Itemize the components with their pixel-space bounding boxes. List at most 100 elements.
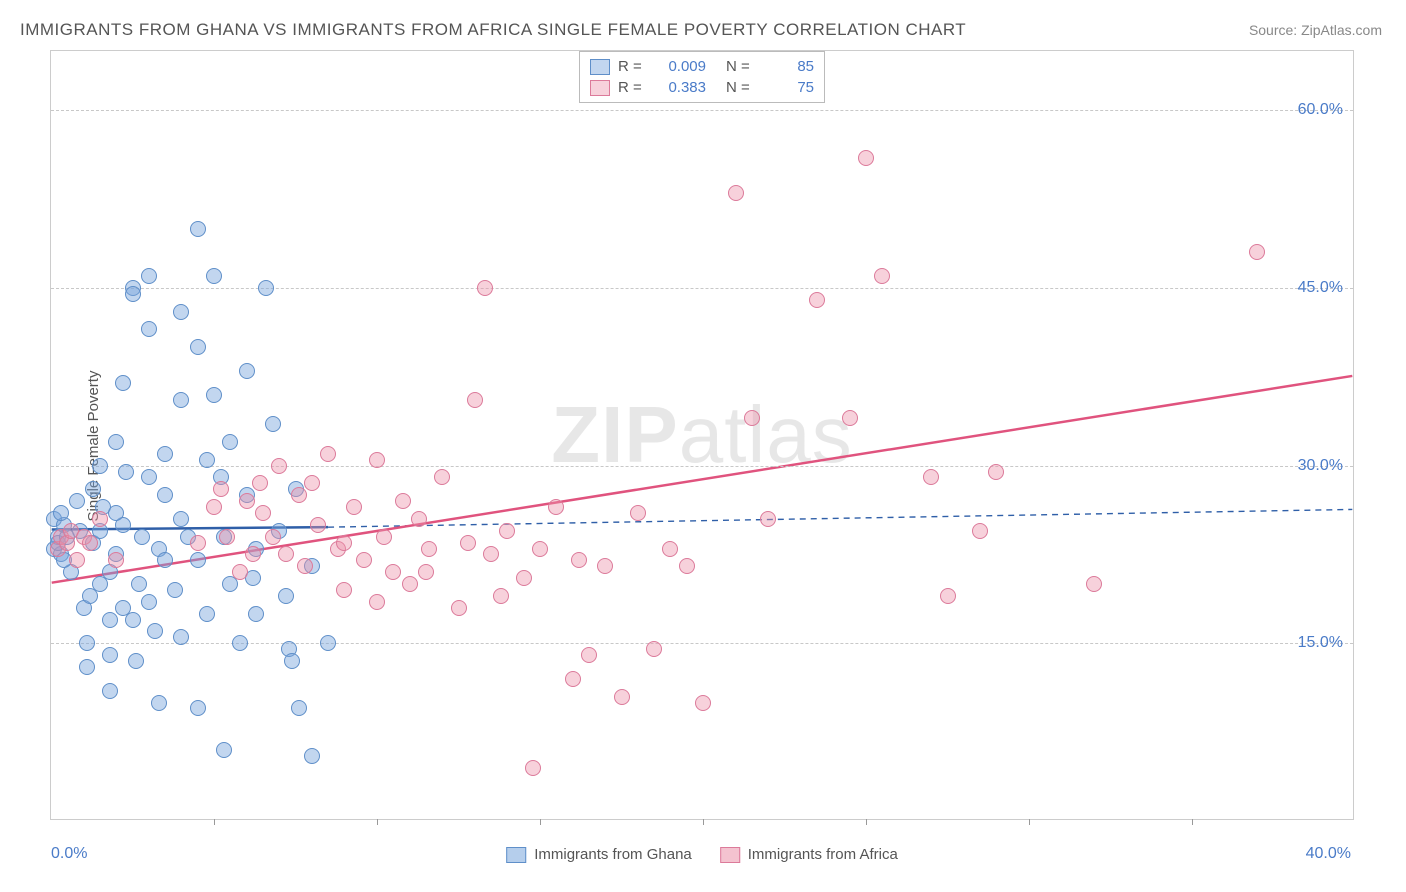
scatter-point xyxy=(356,552,372,568)
r-value-ghana: 0.009 xyxy=(654,58,706,75)
scatter-point xyxy=(157,446,173,462)
scatter-point xyxy=(239,363,255,379)
scatter-point xyxy=(102,612,118,628)
legend-label: Immigrants from Africa xyxy=(748,846,898,863)
scatter-point xyxy=(336,582,352,598)
scatter-point xyxy=(232,564,248,580)
scatter-point xyxy=(232,635,248,651)
scatter-point xyxy=(467,392,483,408)
scatter-point xyxy=(630,505,646,521)
scatter-point xyxy=(923,469,939,485)
scatter-point xyxy=(728,185,744,201)
scatter-point xyxy=(451,600,467,616)
scatter-point xyxy=(310,517,326,533)
x-tick xyxy=(866,819,867,825)
legend-label: Immigrants from Ghana xyxy=(534,846,692,863)
scatter-point xyxy=(483,546,499,562)
scatter-point xyxy=(157,552,173,568)
scatter-point xyxy=(369,452,385,468)
scatter-point xyxy=(82,535,98,551)
scatter-point xyxy=(128,653,144,669)
scatter-point xyxy=(679,558,695,574)
scatter-point xyxy=(597,558,613,574)
scatter-point xyxy=(206,499,222,515)
scatter-point xyxy=(115,375,131,391)
scatter-point xyxy=(809,292,825,308)
x-tick-label: 0.0% xyxy=(51,845,87,863)
legend-stats-row: R = 0.009 N = 85 xyxy=(590,56,814,77)
scatter-point xyxy=(385,564,401,580)
scatter-point xyxy=(525,760,541,776)
legend-swatch-africa xyxy=(720,847,740,863)
scatter-point xyxy=(108,505,124,521)
scatter-point xyxy=(157,487,173,503)
x-tick xyxy=(540,819,541,825)
scatter-point xyxy=(258,280,274,296)
plot-area: ZIPatlas R = 0.009 N = 85 R = 0.383 N = … xyxy=(50,50,1354,820)
scatter-point xyxy=(173,629,189,645)
scatter-point xyxy=(118,464,134,480)
scatter-point xyxy=(369,594,385,610)
scatter-point xyxy=(516,570,532,586)
scatter-point xyxy=(265,416,281,432)
scatter-point xyxy=(265,529,281,545)
scatter-point xyxy=(695,695,711,711)
scatter-point xyxy=(744,410,760,426)
scatter-point xyxy=(239,493,255,509)
scatter-point xyxy=(940,588,956,604)
scatter-point xyxy=(291,700,307,716)
n-value-africa: 75 xyxy=(762,79,814,96)
scatter-point xyxy=(421,541,437,557)
scatter-point xyxy=(219,529,235,545)
scatter-point xyxy=(173,511,189,527)
scatter-point xyxy=(167,582,183,598)
scatter-point xyxy=(320,635,336,651)
gridline xyxy=(51,466,1353,467)
scatter-point xyxy=(190,339,206,355)
scatter-point xyxy=(199,606,215,622)
scatter-point xyxy=(278,546,294,562)
scatter-point xyxy=(69,552,85,568)
scatter-point xyxy=(79,659,95,675)
scatter-point xyxy=(434,469,450,485)
x-tick xyxy=(703,819,704,825)
legend-series: Immigrants from Ghana Immigrants from Af… xyxy=(506,846,898,863)
scatter-point xyxy=(297,558,313,574)
legend-swatch-ghana xyxy=(590,59,610,75)
scatter-point xyxy=(291,487,307,503)
scatter-point xyxy=(460,535,476,551)
scatter-point xyxy=(79,635,95,651)
scatter-point xyxy=(571,552,587,568)
x-tick xyxy=(214,819,215,825)
legend-stats-row: R = 0.383 N = 75 xyxy=(590,77,814,98)
legend-swatch-africa xyxy=(590,80,610,96)
scatter-point xyxy=(532,541,548,557)
scatter-point xyxy=(190,221,206,237)
legend-stats: R = 0.009 N = 85 R = 0.383 N = 75 xyxy=(579,51,825,103)
scatter-point xyxy=(402,576,418,592)
scatter-point xyxy=(565,671,581,687)
y-tick-label: 45.0% xyxy=(1298,279,1343,297)
scatter-point xyxy=(662,541,678,557)
scatter-point xyxy=(646,641,662,657)
scatter-point xyxy=(190,700,206,716)
scatter-point xyxy=(255,505,271,521)
scatter-point xyxy=(206,387,222,403)
scatter-point xyxy=(418,564,434,580)
scatter-point xyxy=(304,475,320,491)
scatter-point xyxy=(147,623,163,639)
scatter-point xyxy=(92,511,108,527)
scatter-point xyxy=(190,535,206,551)
legend-item-africa: Immigrants from Africa xyxy=(720,846,898,863)
legend-item-ghana: Immigrants from Ghana xyxy=(506,846,692,863)
scatter-point xyxy=(493,588,509,604)
r-value-africa: 0.383 xyxy=(654,79,706,96)
scatter-point xyxy=(1086,576,1102,592)
scatter-point xyxy=(874,268,890,284)
scatter-point xyxy=(548,499,564,515)
scatter-point xyxy=(108,552,124,568)
y-tick-label: 60.0% xyxy=(1298,101,1343,119)
scatter-point xyxy=(131,576,147,592)
scatter-point xyxy=(213,481,229,497)
scatter-point xyxy=(92,458,108,474)
